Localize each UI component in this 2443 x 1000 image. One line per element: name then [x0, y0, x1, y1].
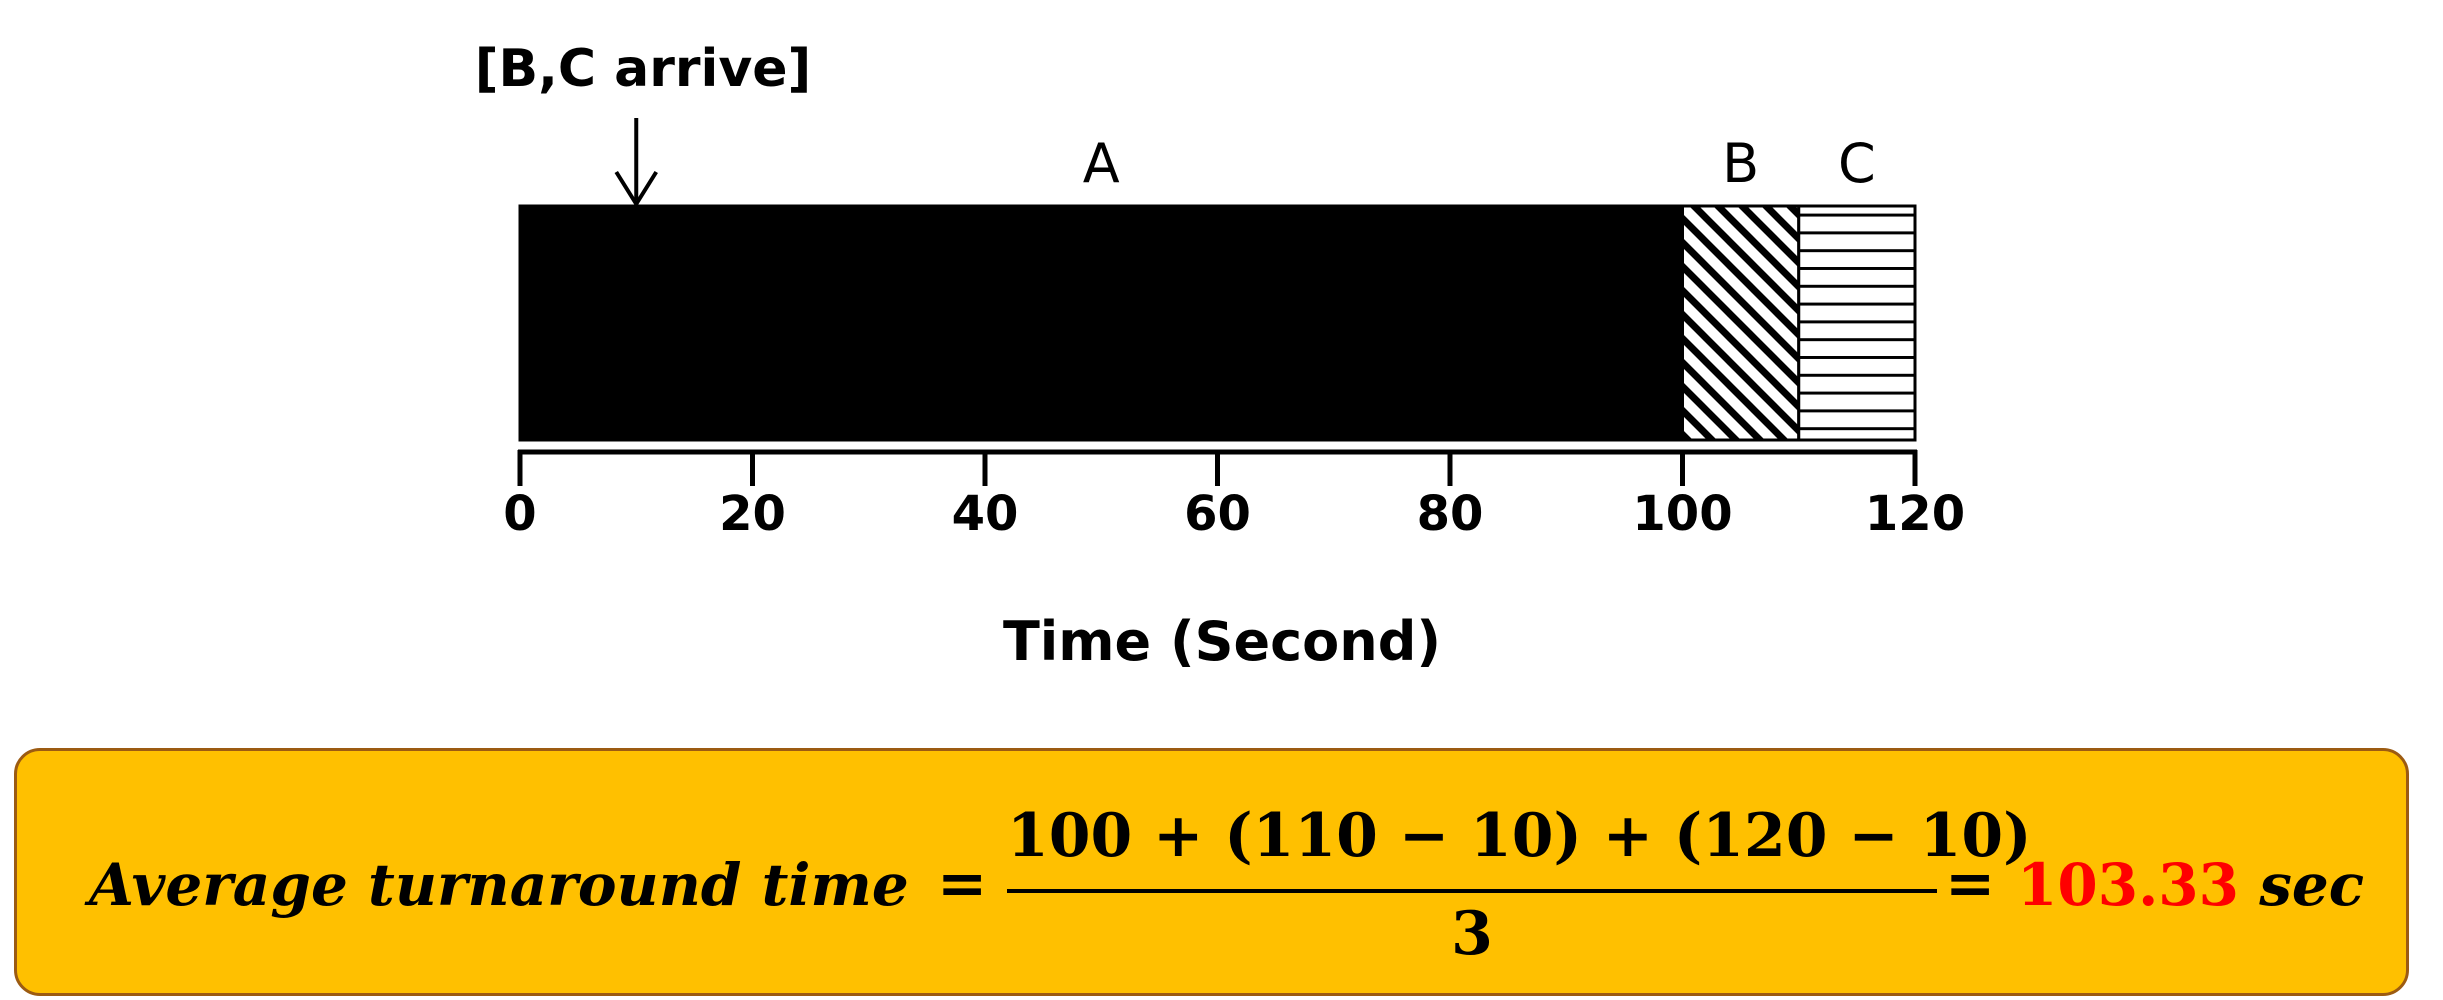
job-label-c: C: [1838, 132, 1876, 195]
formula-box: Average turnaround time = 100 + (110 − 1…: [14, 748, 2409, 996]
tick-label-20: 20: [719, 486, 786, 542]
fraction-bar: [1007, 889, 1937, 893]
axis-title: Time (Second): [1003, 610, 1441, 673]
equals-sign-2: =: [1945, 849, 1996, 919]
job-bar-b: [1681, 204, 1801, 442]
job-label-b: B: [1722, 132, 1759, 195]
formula-lhs: Average turnaround time: [89, 851, 909, 919]
tick-label-120: 120: [1865, 486, 1965, 542]
formula-numerator: 100 + (110 − 10) + (120 − 10): [1007, 801, 2032, 871]
axis-ticks: 0 20 40 60 80 100 120: [503, 450, 1965, 542]
arrival-label: [B,C arrive]: [475, 39, 812, 99]
tick-label-40: 40: [952, 486, 1019, 542]
formula-denominator: 3: [1451, 899, 1493, 969]
tick-label-80: 80: [1417, 486, 1484, 542]
equals-sign: =: [937, 849, 988, 919]
formula-result: 103.33 sec: [2017, 851, 2364, 919]
tick-label-100: 100: [1632, 486, 1732, 542]
tick-label-0: 0: [503, 486, 536, 542]
result-value: 103.33: [2017, 851, 2239, 919]
job-bar-c: [1797, 204, 1917, 442]
timeline-diagram: [B,C arrive] A B C 0 20 40 60 80 100 120 Time …: [475, 39, 1965, 673]
job-label-a: A: [1083, 132, 1120, 195]
result-unit: sec: [2259, 851, 2365, 919]
arrival-arrow: [614, 118, 658, 208]
job-bar-a: [518, 204, 1684, 442]
tick-label-60: 60: [1184, 486, 1251, 542]
